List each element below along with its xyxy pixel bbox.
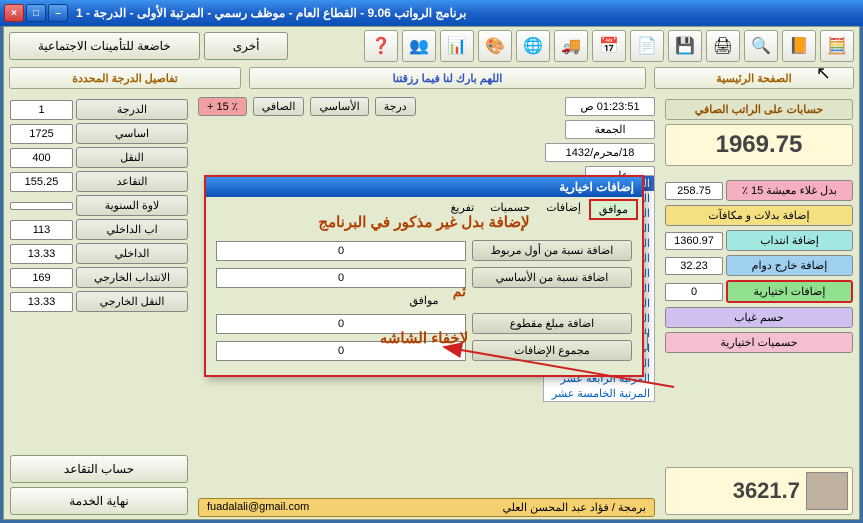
optional-additions-value: 0 xyxy=(665,283,723,301)
cost-of-living-button[interactable]: بدل غلاء معيشة 15 ٪ xyxy=(726,180,853,201)
sidebar: حسابات على الراتب الصافي 1969.75 بدل غلا… xyxy=(659,95,859,519)
cost-of-living-value: 258.75 xyxy=(665,182,723,200)
row4-label: مجموع الإضافات xyxy=(472,340,632,361)
blessing-text: اللهم بارك لنا فيما رزقتنا xyxy=(249,67,646,89)
transport-value: 400 xyxy=(10,148,73,168)
retirement-button[interactable]: التقاعد xyxy=(76,171,188,192)
calendar-icon[interactable]: 📅 xyxy=(592,30,626,62)
internal-del-value: 113 xyxy=(10,220,73,240)
palette-icon[interactable]: 🎨 xyxy=(478,30,512,62)
annual-button[interactable]: لاوة السنوية xyxy=(76,195,188,216)
basic-button[interactable]: اساسي xyxy=(76,123,188,144)
grade-button[interactable]: الدرجة xyxy=(76,99,188,120)
allowances-button[interactable]: إضافة بدلات و مكافآت xyxy=(665,205,853,226)
menu-ok[interactable]: موافق xyxy=(589,199,638,220)
day-field: الجمعة xyxy=(565,120,655,139)
footer-credit: برمجة / فؤاد عبد المحسن العلي xyxy=(503,501,647,514)
optional-deductions-button[interactable]: حسميات اختيارية xyxy=(665,332,853,353)
retirement-value: 155.25 xyxy=(10,172,73,192)
grade-value: 1 xyxy=(10,100,73,120)
users-icon[interactable]: 👥 xyxy=(402,30,436,62)
optional-additions-button[interactable]: إضافات اختيارية xyxy=(726,280,853,303)
atm-icon xyxy=(806,472,848,510)
delegation-value: 1360.97 xyxy=(665,232,723,250)
print-icon[interactable]: 🖨 xyxy=(706,30,740,62)
external-tr-button[interactable]: النقل الخارجي xyxy=(76,291,188,312)
rank-item[interactable]: المرتبة الخامسة عشر xyxy=(544,386,654,401)
annotation-hide: لإخفاء الشاشه xyxy=(380,329,469,347)
calc-retirement-button[interactable]: حساب التقاعد xyxy=(10,455,188,483)
row3-label: اضافة مبلغ مقطوع xyxy=(472,313,632,334)
delegation-button[interactable]: إضافة انتداب xyxy=(726,230,853,251)
hijri-field: 18/محرم/1432 xyxy=(545,143,655,162)
overtime-button[interactable]: إضافة خارج دوام xyxy=(726,255,853,276)
row1-label: اضافة نسبة من أول مربوط xyxy=(472,240,632,261)
save-icon[interactable]: 💾 xyxy=(668,30,702,62)
internal-tr-value: 13.33 xyxy=(10,244,73,264)
globe-icon[interactable]: 🌐 xyxy=(516,30,550,62)
report-icon[interactable]: 📄 xyxy=(630,30,664,62)
annual-value xyxy=(10,202,73,210)
social-insurance-button[interactable]: خاضعة للتأمينات الاجتماعية xyxy=(9,32,200,60)
grade-col-button[interactable]: درجة xyxy=(375,97,416,116)
cursor-icon: ↖ xyxy=(816,63,831,84)
menu-additions[interactable]: إضافات xyxy=(538,199,589,220)
dialog-title: إضافات اخيارية xyxy=(206,177,642,197)
maximize-button[interactable]: □ xyxy=(26,4,46,22)
basic-col-button[interactable]: الأساسي xyxy=(310,97,368,116)
titlebar: × □ – برنامج الرواتب 9.06 - القطاع العام… xyxy=(0,0,863,26)
net-col-button[interactable]: الصافي xyxy=(253,97,305,116)
footer: برمجة / فؤاد عبد المحسن العلي fuadalali@… xyxy=(198,498,655,517)
calculator-icon[interactable]: 🧮 xyxy=(820,30,854,62)
external-tr-value: 13.33 xyxy=(10,292,73,312)
transfer-icon[interactable]: 🚚 xyxy=(554,30,588,62)
row2-input[interactable] xyxy=(216,268,466,288)
end-service-button[interactable]: نهاية الخدمة xyxy=(10,487,188,515)
book-icon[interactable]: 📙 xyxy=(782,30,816,62)
search-icon[interactable]: 🔍 xyxy=(744,30,778,62)
footer-email: fuadalali@gmail.com xyxy=(207,501,309,514)
absence-deduction-button[interactable]: حسم غياب xyxy=(665,307,853,328)
time-field: 01:23:51 ص xyxy=(565,97,655,116)
row1-input[interactable] xyxy=(216,241,466,261)
internal-tr-button[interactable]: الداخلي xyxy=(76,243,188,264)
external-del-value: 169 xyxy=(10,268,73,288)
overtime-value: 32.23 xyxy=(665,257,723,275)
row2-label: اضافة نسبة من الأساسي xyxy=(472,267,632,288)
net-salary-box: 1969.75 xyxy=(665,124,853,166)
pct15-button[interactable]: ٪ 15 + xyxy=(198,97,247,116)
minimize-button[interactable]: – xyxy=(48,4,68,22)
chart-icon[interactable]: 📊 xyxy=(440,30,474,62)
internal-del-button[interactable]: اب الداخلي xyxy=(76,219,188,240)
other-button[interactable]: أخرى xyxy=(204,32,289,60)
gross-value: 3621.7 xyxy=(733,478,800,504)
sidebar-title: حسابات على الراتب الصافي xyxy=(665,99,853,120)
left-column: الدرجة 1 اساسي 1725 النقل 400 التقاعد 15… xyxy=(4,95,194,519)
transport-button[interactable]: النقل xyxy=(76,147,188,168)
basic-value: 1725 xyxy=(10,124,73,144)
optional-additions-dialog: إضافات اخيارية موافق إضافات حسميات تفريغ… xyxy=(204,175,644,377)
help-icon[interactable]: ❓ xyxy=(364,30,398,62)
gross-salary-box: 3621.7 xyxy=(665,467,853,515)
toolbar: خاضعة للتأمينات الاجتماعية أخرى ❓ 👥 📊 🎨 … xyxy=(4,27,859,65)
grade-details-button[interactable]: تفاصيل الدرجة المحددة xyxy=(9,67,241,89)
ok-highlight[interactable]: موافق xyxy=(409,294,438,307)
annotation-top: لإضافة بدل غير مذكور في البرنامج xyxy=(318,213,529,231)
external-del-button[interactable]: الانتداب الخارجي xyxy=(76,267,188,288)
window-title: برنامج الرواتب 9.06 - القطاع العام - موظ… xyxy=(76,6,467,20)
close-button[interactable]: × xyxy=(4,4,24,22)
annotation-then: ثم xyxy=(453,283,466,300)
